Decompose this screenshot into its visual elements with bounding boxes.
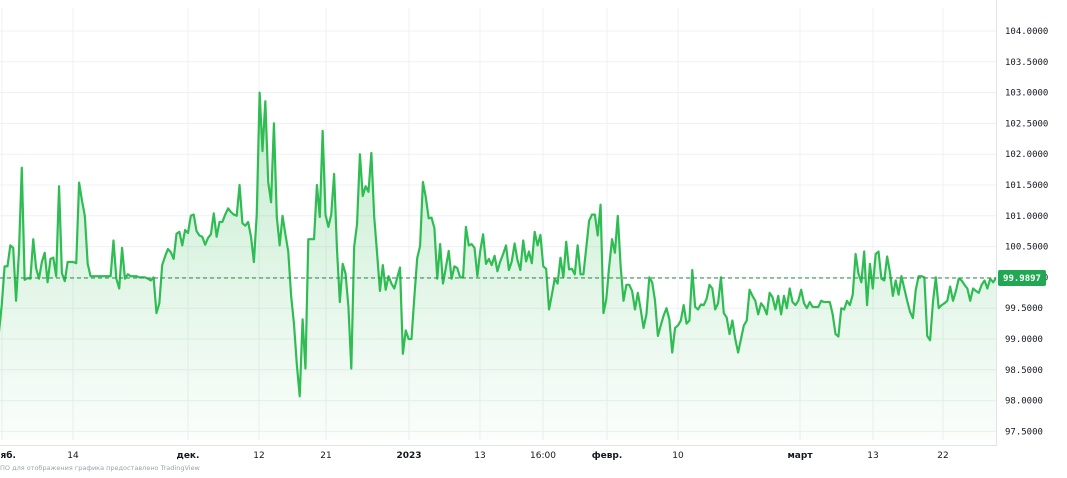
- x-axis: нояб. 14 дек. 12 21 2023 13 16:00 февр. 10 март 13 2…: [0, 445, 997, 461]
- x-tick-label: 14: [67, 451, 79, 461]
- y-tick-label: 103.5000: [1005, 58, 1048, 68]
- y-tick-label: 98.5000: [1005, 366, 1043, 376]
- y-axis: 104.0000 103.5000 103.0000 102.5000 102.0000…: [996, 0, 1048, 446]
- x-tick-label: нояб.: [0, 450, 16, 461]
- y-tick-label: 101.5000: [1005, 181, 1048, 191]
- x-tick-label: 12: [253, 451, 264, 461]
- y-tick-label: 102.0000: [1005, 150, 1048, 160]
- x-tick-label: дек.: [177, 451, 200, 461]
- y-tick-label: 100.5000: [1005, 243, 1048, 253]
- area-fill: [0, 92, 996, 440]
- last-price-badge: [998, 270, 1046, 287]
- x-tick-label: 2023: [396, 451, 421, 461]
- x-tick-label: март: [787, 451, 813, 461]
- x-tick-label: 13: [867, 451, 878, 461]
- last-price-text: 99.9897: [1003, 274, 1041, 284]
- x-tick-label: февр.: [592, 451, 623, 461]
- x-tick-label: 13: [474, 451, 485, 461]
- chart-credit[interactable]: ПО для отображения графика предоставлено…: [0, 464, 200, 472]
- x-tick-label: 21: [320, 451, 331, 461]
- x-tick-label: 16:00: [530, 451, 556, 461]
- y-tick-label: 103.0000: [1005, 89, 1048, 99]
- series-area: [0, 92, 996, 440]
- series-path: [0, 91, 998, 398]
- y-tick-label: 104.0000: [1005, 27, 1048, 37]
- y-tick-label: 99.5000: [1005, 304, 1043, 314]
- y-tick-label: 98.0000: [1005, 397, 1043, 407]
- y-tick-label: 97.5000: [1005, 427, 1043, 437]
- x-tick-label: 10: [672, 451, 684, 461]
- y-tick-label: 102.5000: [1005, 119, 1048, 129]
- series-line: [0, 91, 998, 398]
- last-price-label: 99.9897: [998, 270, 1046, 287]
- x-tick-label: 22: [937, 451, 948, 461]
- y-tick-label: 101.0000: [1005, 212, 1048, 222]
- y-tick-label: 99.0000: [1005, 335, 1043, 345]
